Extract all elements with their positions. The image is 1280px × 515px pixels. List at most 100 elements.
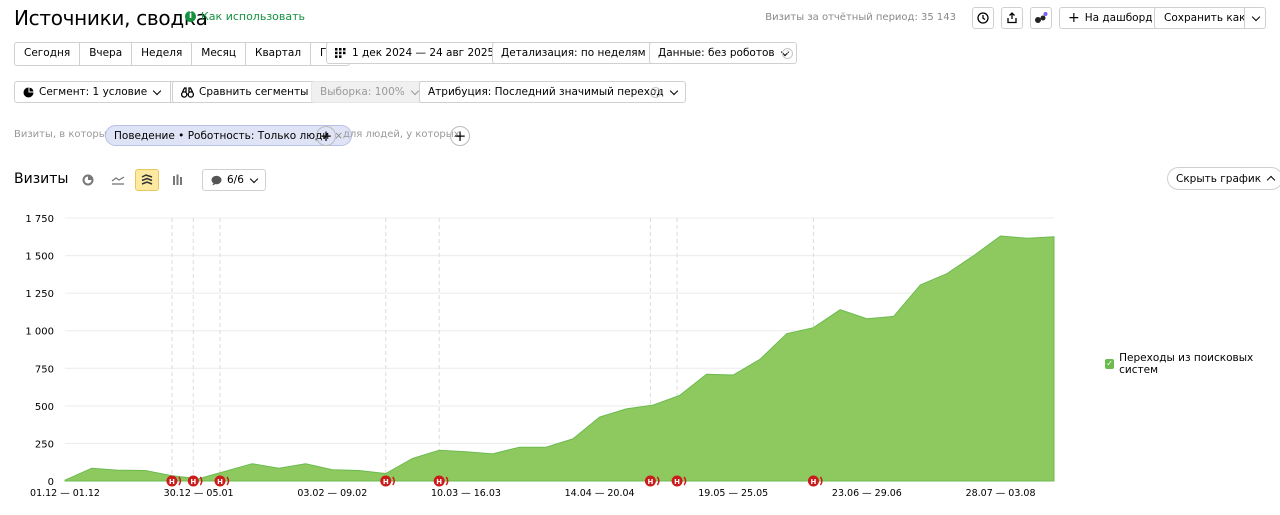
data-point xyxy=(411,457,415,461)
annotation-wave xyxy=(683,476,687,486)
annotation-wave xyxy=(178,476,182,486)
info-icon: i xyxy=(185,11,196,22)
chevron-down-icon xyxy=(249,174,259,183)
bar-chart-icon xyxy=(173,174,182,185)
chart-type-line[interactable] xyxy=(106,169,130,191)
ai-button[interactable] xyxy=(1030,7,1052,29)
annotation-badge xyxy=(187,475,199,487)
data-point xyxy=(892,314,896,318)
annotation-marker[interactable]: Н xyxy=(807,475,823,487)
data-point xyxy=(384,472,388,476)
add-to-dashboard-button[interactable]: + На дашборд xyxy=(1059,7,1162,29)
annotation-badge xyxy=(166,475,178,487)
visits-total: Визиты за отчётный период: 35 143 xyxy=(765,12,956,23)
chart-legend[interactable]: ✓ Переходы из поисковых систем xyxy=(1105,352,1280,376)
x-tick-label: 28.07 — 03.08 xyxy=(966,488,1036,499)
annotation-label: Н xyxy=(811,478,817,486)
annotation-label: Н xyxy=(169,478,175,486)
data-filter-dropdown[interactable]: Данные: без роботов xyxy=(649,42,797,64)
data-point xyxy=(598,415,602,419)
close-icon[interactable]: × xyxy=(334,130,344,142)
data-point xyxy=(811,326,815,330)
data-point xyxy=(117,468,121,472)
calendar-icon xyxy=(335,48,346,58)
hide-chart-button[interactable]: Скрыть график xyxy=(1167,167,1280,190)
date-range-label: 1 дек 2024 — 24 авг 2025 xyxy=(352,47,495,59)
data-point xyxy=(865,317,869,321)
period-today[interactable]: Сегодня xyxy=(15,43,81,65)
data-point xyxy=(1052,235,1056,239)
save-as-label: Сохранить как xyxy=(1164,12,1246,24)
annotation-label: Н xyxy=(674,478,680,486)
chevron-down-icon xyxy=(1251,12,1261,21)
y-tick-label: 0 xyxy=(48,477,54,488)
attribution-label: Атрибуция: Последний значимый переход xyxy=(428,86,664,98)
annotation-marker[interactable]: Н xyxy=(380,475,396,487)
chart-type-bar[interactable] xyxy=(166,169,190,191)
data-point xyxy=(143,469,147,473)
data-point xyxy=(250,462,254,466)
annotation-label: Н xyxy=(436,478,442,486)
period-month[interactable]: Месяц xyxy=(192,43,247,65)
y-axis-labels: 0 250 500 750 1 000 1 250 1 500 1 750 xyxy=(25,214,54,488)
annotation-label: Н xyxy=(647,478,653,486)
comments-filter-dropdown[interactable]: 6/6 xyxy=(202,169,266,191)
annotation-wave xyxy=(392,476,396,486)
area-chart-icon xyxy=(141,174,153,185)
how-to-use-link[interactable]: i Как использовать xyxy=(185,10,305,23)
chart-section-title: Визиты xyxy=(14,171,69,187)
chart-type-pie[interactable] xyxy=(76,169,100,191)
y-tick-label: 1 000 xyxy=(25,327,54,338)
date-range-button[interactable]: 1 дек 2024 — 24 авг 2025 xyxy=(326,42,504,64)
add-visit-condition-button[interactable]: + xyxy=(316,126,336,146)
data-point xyxy=(90,466,94,470)
condition-chip[interactable]: Поведение • Роботность: Только люди × xyxy=(105,125,353,146)
pie-segment-icon xyxy=(23,87,34,97)
y-tick-label: 1 750 xyxy=(25,214,54,225)
annotation-badge xyxy=(214,475,226,487)
y-tick-label: 1 250 xyxy=(25,289,54,300)
annotation-wave xyxy=(199,476,203,486)
annotation-marker[interactable]: Н xyxy=(214,475,230,487)
detail-dropdown[interactable]: Детализация: по неделям xyxy=(492,42,668,64)
visits-chart: 0 250 500 750 1 000 1 250 1 500 1 750 01.12 — 0… xyxy=(25,214,1056,499)
annotation-marker[interactable]: Н xyxy=(671,475,687,487)
save-as-button[interactable]: Сохранить как xyxy=(1154,7,1266,29)
annotation-wave xyxy=(445,476,449,486)
period-yesterday[interactable]: Вчера xyxy=(80,43,133,65)
export-button[interactable] xyxy=(1001,7,1023,29)
sample-dropdown: Выборка: 100% xyxy=(311,81,427,103)
chart-type-area[interactable] xyxy=(135,169,159,191)
period-selector: Сегодня Вчера Неделя Месяц Квартал Год xyxy=(14,42,351,66)
compare-segments-dropdown[interactable]: Сравнить сегменты xyxy=(172,81,331,103)
annotation-badge xyxy=(433,475,445,487)
period-week[interactable]: Неделя xyxy=(132,43,193,65)
checkbox-checked-icon[interactable]: ✓ xyxy=(1105,359,1115,369)
annotation-marker[interactable]: Н xyxy=(187,475,203,487)
history-button[interactable] xyxy=(972,7,994,29)
page-title: Источники, сводка xyxy=(14,6,208,30)
plus-icon: + xyxy=(453,127,467,145)
annotation-marker[interactable]: Н xyxy=(433,475,449,487)
area-series-fill xyxy=(64,235,1055,482)
attribution-dropdown[interactable]: Атрибуция: Последний значимый переход xyxy=(419,81,686,103)
data-point xyxy=(571,437,575,441)
condition-chip-label: Поведение • Роботность: Только люди xyxy=(114,130,330,142)
x-tick-label: 14.04 — 20.04 xyxy=(565,488,635,499)
annotation-marker[interactable]: Н xyxy=(166,475,182,487)
segment-dropdown[interactable]: Сегмент: 1 условие ✕ xyxy=(14,81,199,103)
people-condition-label: для людей, у которых xyxy=(343,129,460,140)
save-as-dropdown[interactable] xyxy=(1244,8,1265,28)
annotation-marker[interactable]: Н xyxy=(644,475,660,487)
compare-label: Сравнить сегменты xyxy=(199,86,309,98)
condition-prefix: Визиты, в которых xyxy=(14,129,113,140)
add-people-condition-button[interactable]: + xyxy=(450,126,470,146)
x-axis-labels: 01.12 — 01.12 30.12 — 05.01 03.02 — 09.02 1… xyxy=(30,488,1035,499)
data-point xyxy=(464,450,468,454)
period-quarter[interactable]: Квартал xyxy=(246,43,312,65)
help-icon[interactable]: ? xyxy=(650,87,661,98)
y-tick-label: 1 500 xyxy=(25,252,54,263)
annotation-badge xyxy=(644,475,656,487)
help-icon[interactable]: ? xyxy=(782,48,793,59)
annotation-label: Н xyxy=(190,478,196,486)
